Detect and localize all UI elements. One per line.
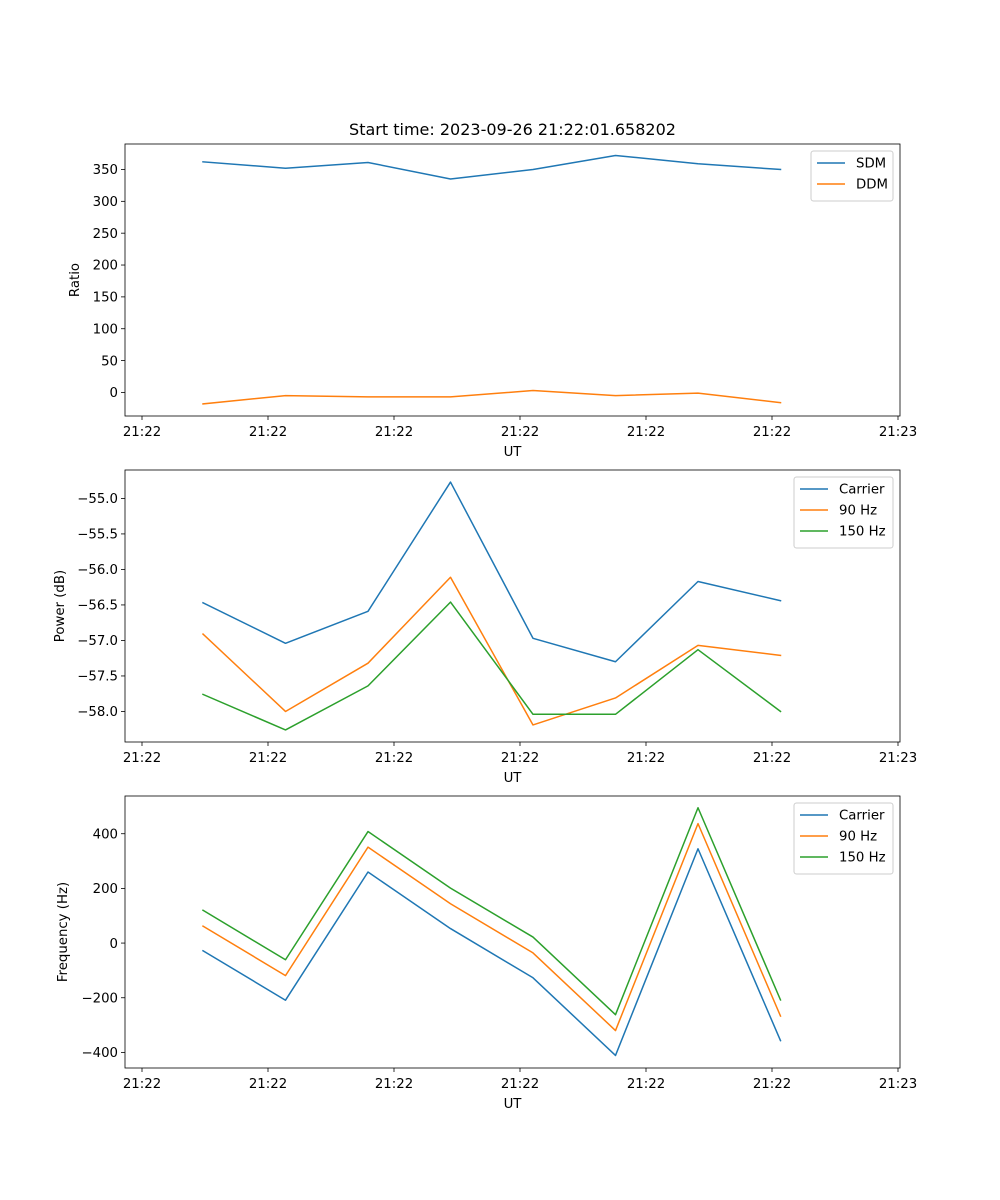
series-line-150-hz [202,601,782,731]
chart-panel-1: Start time: 2023-09-26 21:22:01.658202 21… [68,120,917,460]
legend-entry: SDM [856,157,886,172]
x-tick-label: 21:22 [123,425,161,440]
y-tick-label: −55.5 [77,528,118,543]
x-tick-label: 21:22 [375,1077,413,1092]
x-tick-label: 21:22 [627,425,665,440]
x-tick-label: 21:22 [753,751,791,766]
x-axis-label: UT [504,1097,523,1112]
y-tick-label: −200 [81,991,118,1006]
series-line-150-hz [201,807,782,1016]
x-tick-label: 21:23 [879,1077,917,1092]
chart-panel-2: 21:22 21:22 21:22 21:22 21:22 21:22 21:23 −58.0… [53,469,917,786]
y-tick-label: −57.5 [77,670,118,685]
y-tick-label: 0 [110,386,118,401]
y-axis-label: Power (dB) [53,570,68,642]
x-tick-label: 21:22 [627,751,665,766]
legend-entry: 150 Hz [839,851,886,866]
x-tick-label: 21:22 [123,1077,161,1092]
y-tick-label: −400 [81,1046,118,1061]
y-tick-label: 50 [101,354,118,369]
chart-panel-3: 21:22 21:22 21:22 21:22 21:22 21:22 21:23 −400 −… [56,795,917,1112]
x-tick-label: 21:22 [249,425,287,440]
series-line-90-hz [201,822,782,1032]
y-tick-label: −58.0 [77,705,118,720]
y-axis-label: Ratio [68,263,83,297]
series-line-carrier [201,481,782,663]
y-tick-label: 400 [93,827,118,842]
legend-entry: Carrier [839,483,885,498]
x-tick-label: 21:23 [879,425,917,440]
x-tick-label: 21:22 [501,1077,539,1092]
x-tick-label: 21:22 [375,425,413,440]
chart-title: Start time: 2023-09-26 21:22:01.658202 [349,120,676,139]
axes-frame [124,143,901,417]
legend: Carrier 90 Hz 150 Hz [793,476,894,549]
legend-entry: Carrier [839,809,885,824]
x-tick-label: 21:22 [753,1077,791,1092]
x-axis-label: UT [504,445,523,460]
legend: SDM DDM [810,150,894,202]
x-tick-label: 21:22 [375,751,413,766]
y-tick-label: 300 [93,195,118,210]
x-tick-label: 21:22 [501,425,539,440]
series-line-90-hz [201,576,782,726]
series-line-ddm [202,389,782,405]
x-tick-label: 21:22 [123,751,161,766]
axes-frame [124,795,901,1069]
y-axis-label: Frequency (Hz) [56,882,71,982]
y-tick-label: −57.0 [77,634,118,649]
legend-entry: 90 Hz [839,830,877,845]
y-tick-label: −56.0 [77,563,118,578]
series-line-carrier [201,848,782,1057]
y-tick-label: −56.5 [77,599,118,614]
series-line-sdm [202,154,782,180]
x-axis-label: UT [504,771,523,786]
x-tick-label: 21:22 [753,425,791,440]
y-tick-label: 200 [93,259,118,274]
legend-entry: 150 Hz [839,525,886,540]
y-tick-label: 0 [110,937,118,952]
y-tick-label: 250 [93,227,118,242]
y-tick-label: 350 [93,163,118,178]
y-tick-label: −55.0 [77,492,118,507]
axes-frame [124,469,901,743]
legend-entry: DDM [856,178,888,193]
y-tick-label: 150 [93,291,118,306]
x-tick-label: 21:23 [879,751,917,766]
x-tick-label: 21:22 [501,751,539,766]
x-tick-label: 21:22 [249,751,287,766]
y-tick-label: 100 [93,322,118,337]
y-tick-label: 200 [93,882,118,897]
legend: Carrier 90 Hz 150 Hz [793,802,894,875]
x-tick-label: 21:22 [627,1077,665,1092]
x-tick-label: 21:22 [249,1077,287,1092]
legend-entry: 90 Hz [839,504,877,519]
